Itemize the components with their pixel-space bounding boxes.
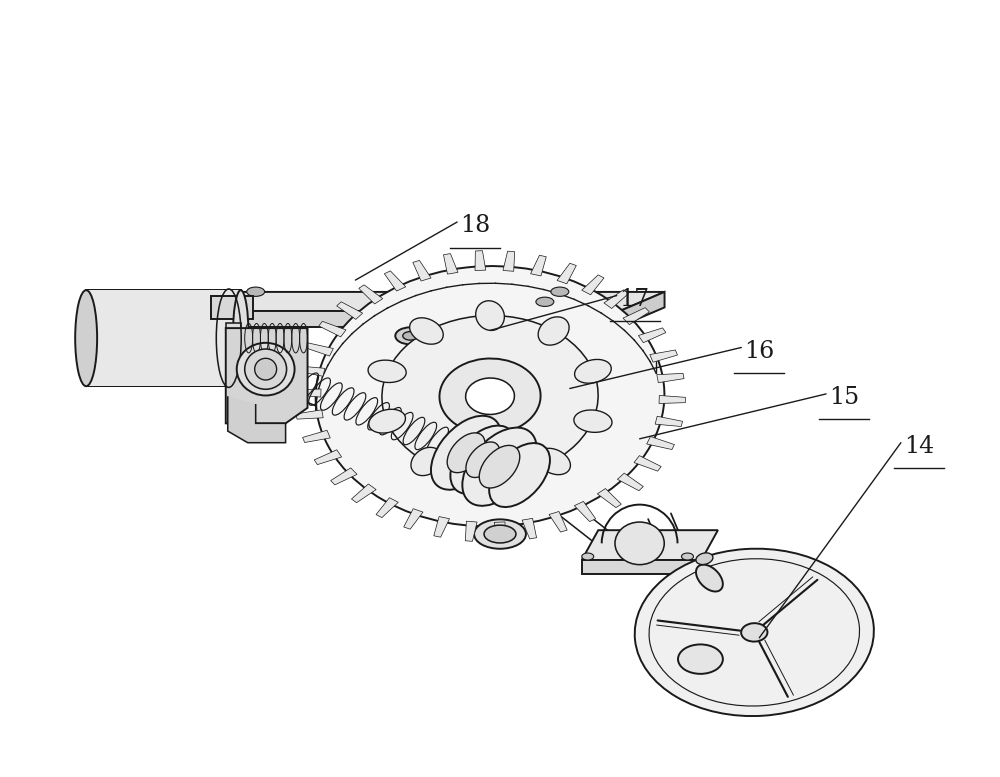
Ellipse shape: [538, 317, 569, 345]
Polygon shape: [582, 530, 718, 560]
Ellipse shape: [681, 553, 693, 560]
Polygon shape: [359, 285, 383, 304]
Polygon shape: [475, 251, 486, 270]
Polygon shape: [623, 308, 649, 325]
Text: 16: 16: [744, 340, 774, 363]
Polygon shape: [582, 275, 604, 294]
Ellipse shape: [635, 549, 874, 716]
Ellipse shape: [462, 427, 537, 506]
Text: 17: 17: [620, 288, 650, 311]
Ellipse shape: [696, 553, 713, 565]
Ellipse shape: [551, 287, 569, 296]
Polygon shape: [306, 343, 333, 356]
Polygon shape: [582, 560, 701, 574]
Ellipse shape: [575, 360, 611, 383]
Ellipse shape: [582, 553, 594, 560]
Ellipse shape: [411, 448, 442, 476]
Ellipse shape: [232, 297, 250, 306]
Polygon shape: [503, 251, 515, 271]
Ellipse shape: [382, 315, 598, 477]
Ellipse shape: [615, 522, 664, 565]
Ellipse shape: [403, 332, 418, 340]
Polygon shape: [549, 511, 567, 532]
Ellipse shape: [439, 358, 541, 434]
Ellipse shape: [741, 623, 767, 642]
Polygon shape: [319, 322, 346, 337]
Ellipse shape: [75, 290, 97, 386]
Ellipse shape: [395, 327, 425, 344]
Polygon shape: [297, 366, 325, 376]
Ellipse shape: [450, 426, 515, 494]
Polygon shape: [295, 389, 321, 397]
Polygon shape: [634, 455, 661, 471]
Polygon shape: [659, 395, 685, 403]
Polygon shape: [574, 501, 596, 521]
Polygon shape: [196, 311, 620, 326]
Ellipse shape: [474, 519, 526, 549]
Ellipse shape: [237, 343, 295, 395]
Polygon shape: [331, 468, 357, 485]
Polygon shape: [597, 489, 621, 507]
Polygon shape: [657, 373, 684, 382]
Ellipse shape: [466, 442, 500, 478]
Polygon shape: [413, 260, 431, 281]
Ellipse shape: [466, 378, 514, 414]
Polygon shape: [376, 498, 398, 517]
Ellipse shape: [255, 358, 277, 380]
Polygon shape: [531, 256, 546, 276]
Polygon shape: [86, 290, 241, 386]
Text: 14: 14: [904, 435, 934, 458]
Polygon shape: [226, 322, 241, 354]
Ellipse shape: [447, 433, 485, 472]
Ellipse shape: [247, 287, 265, 296]
Polygon shape: [228, 396, 286, 443]
Polygon shape: [351, 484, 376, 503]
Polygon shape: [647, 437, 674, 450]
Polygon shape: [443, 253, 458, 274]
Ellipse shape: [233, 290, 249, 386]
Polygon shape: [604, 290, 629, 308]
Polygon shape: [522, 518, 537, 539]
Polygon shape: [434, 517, 449, 537]
Ellipse shape: [476, 301, 504, 330]
Polygon shape: [620, 292, 665, 326]
Polygon shape: [303, 430, 330, 443]
Polygon shape: [196, 292, 665, 311]
Polygon shape: [314, 450, 342, 465]
Ellipse shape: [489, 443, 550, 507]
Polygon shape: [494, 522, 505, 542]
Ellipse shape: [537, 448, 570, 475]
Ellipse shape: [678, 644, 723, 674]
Polygon shape: [226, 328, 308, 423]
Polygon shape: [404, 509, 423, 529]
Ellipse shape: [479, 445, 520, 488]
Text: 18: 18: [460, 214, 490, 238]
Ellipse shape: [316, 266, 664, 527]
Ellipse shape: [368, 360, 406, 382]
Polygon shape: [617, 473, 643, 491]
Ellipse shape: [484, 525, 516, 543]
Polygon shape: [337, 301, 363, 319]
Polygon shape: [655, 416, 683, 427]
Ellipse shape: [410, 318, 443, 344]
Polygon shape: [650, 350, 678, 362]
Polygon shape: [211, 295, 253, 319]
Polygon shape: [557, 263, 576, 284]
Polygon shape: [296, 409, 323, 419]
Ellipse shape: [476, 462, 504, 492]
Ellipse shape: [574, 410, 612, 432]
Ellipse shape: [369, 409, 405, 433]
Ellipse shape: [245, 349, 287, 389]
Ellipse shape: [696, 565, 723, 591]
Polygon shape: [465, 521, 477, 542]
Polygon shape: [638, 328, 666, 343]
Polygon shape: [384, 271, 406, 291]
Text: 15: 15: [829, 386, 859, 409]
Ellipse shape: [536, 297, 554, 306]
Ellipse shape: [431, 416, 501, 490]
